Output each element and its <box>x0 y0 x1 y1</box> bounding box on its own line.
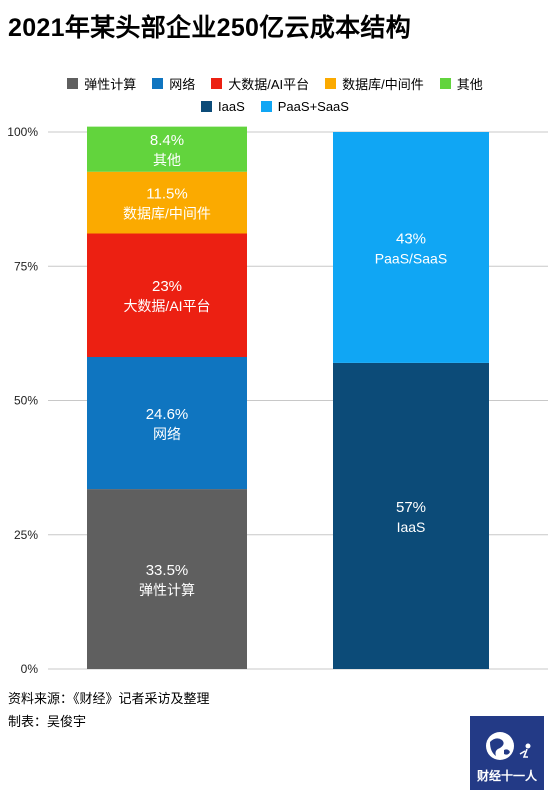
bar-segment <box>87 357 247 490</box>
bar-segment <box>333 132 489 363</box>
data-label-name: 数据库/中间件 <box>123 206 211 222</box>
bar-segment <box>87 171 247 234</box>
legend-swatch <box>439 78 451 89</box>
chart-title: 2021年某头部企业250亿云成本结构 <box>8 14 412 42</box>
legend-label: IaaS <box>218 99 245 114</box>
y-tick-label: 50% <box>14 394 38 408</box>
data-label-value: 23% <box>152 278 182 295</box>
legend-item: 网络 <box>152 74 195 93</box>
y-tick-label: 100% <box>7 125 38 139</box>
source-note: 资料来源：《财经》记者采访及整理 <box>8 691 210 706</box>
data-label-name: 网络 <box>153 426 181 442</box>
author-note: 制表：吴俊宇 <box>8 714 87 729</box>
data-label-name: 大数据/AI平台 <box>123 298 210 314</box>
data-label-value: 11.5% <box>146 186 187 203</box>
legend-swatch <box>152 78 164 89</box>
legend-item: 弹性计算 <box>67 74 136 93</box>
data-label-name: 其他 <box>153 152 181 168</box>
legend-swatch <box>67 78 79 89</box>
legend-item: PaaS+SaaS <box>260 99 349 114</box>
data-label-value: 24.6% <box>146 406 189 423</box>
globe-icon <box>486 732 531 760</box>
legend-item: 大数据/AI平台 <box>211 74 309 93</box>
data-label-value: 57% <box>396 499 426 516</box>
legend-swatch <box>201 101 213 112</box>
bar-segment <box>87 126 247 172</box>
data-label-value: 8.4% <box>150 132 184 149</box>
logo-text: 财经十一人 <box>476 769 537 783</box>
legend-label: 弹性计算 <box>84 77 137 92</box>
legend-item: IaaS <box>201 99 245 114</box>
bar-segment <box>87 489 247 669</box>
data-label-name: IaaS <box>397 519 426 535</box>
data-label-name: 弹性计算 <box>139 582 195 598</box>
y-tick-label: 0% <box>21 662 39 676</box>
legend-label: 网络 <box>169 77 196 92</box>
legend-row-2: IaaS PaaS+SaaS <box>0 99 550 114</box>
y-tick-label: 75% <box>14 259 38 273</box>
y-tick-label: 25% <box>14 528 38 542</box>
legend-row-1: 弹性计算 网络 大数据/AI平台 数据库/中间件 其他 <box>0 74 550 93</box>
legend-item: 其他 <box>439 74 483 93</box>
data-label-name: PaaS/SaaS <box>375 250 447 266</box>
legend-swatch <box>260 101 272 112</box>
legend-item: 数据库/中间件 <box>325 74 424 93</box>
legend-label: 数据库/中间件 <box>342 77 424 92</box>
bar-segment <box>333 362 489 669</box>
legend-label: 其他 <box>456 77 483 92</box>
legend-label: 大数据/AI平台 <box>228 77 310 92</box>
data-label-value: 43% <box>396 230 426 247</box>
data-label-value: 33.5% <box>146 562 189 579</box>
legend-swatch <box>211 78 223 89</box>
legend-swatch <box>325 78 337 89</box>
bar-segment <box>87 233 247 358</box>
legend-label: PaaS+SaaS <box>277 99 349 114</box>
brand-logo: 财经十一人 <box>470 716 544 790</box>
